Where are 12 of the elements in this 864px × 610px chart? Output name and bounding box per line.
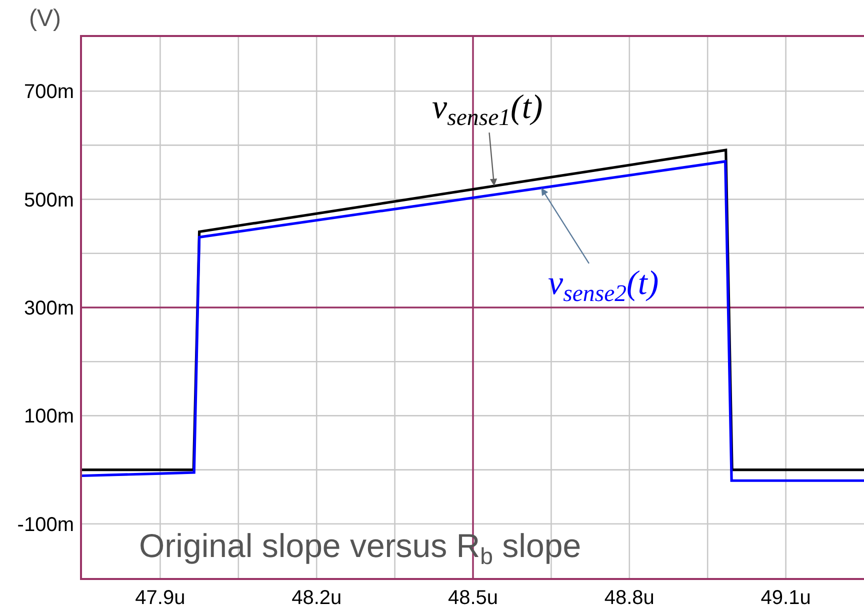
- x-tick-label: 48.2u: [292, 587, 342, 609]
- y-tick-label: 100m: [24, 406, 74, 428]
- y-tick-label: 700m: [24, 81, 74, 104]
- y-tick-label: -100m: [17, 514, 74, 536]
- text: v$_{sense2}$(t): [548, 265, 659, 308]
- y-axis-title: (V): [29, 5, 61, 32]
- x-tick-label: 48.8u: [604, 587, 654, 609]
- y-tick-label: 500m: [24, 189, 74, 212]
- x-tick-label: 47.9u: [135, 587, 186, 609]
- x-tick-label: 49.1u: [760, 587, 811, 609]
- y-tick-label: 300m: [24, 298, 74, 320]
- x-tick-label: 48.5u: [448, 587, 498, 609]
